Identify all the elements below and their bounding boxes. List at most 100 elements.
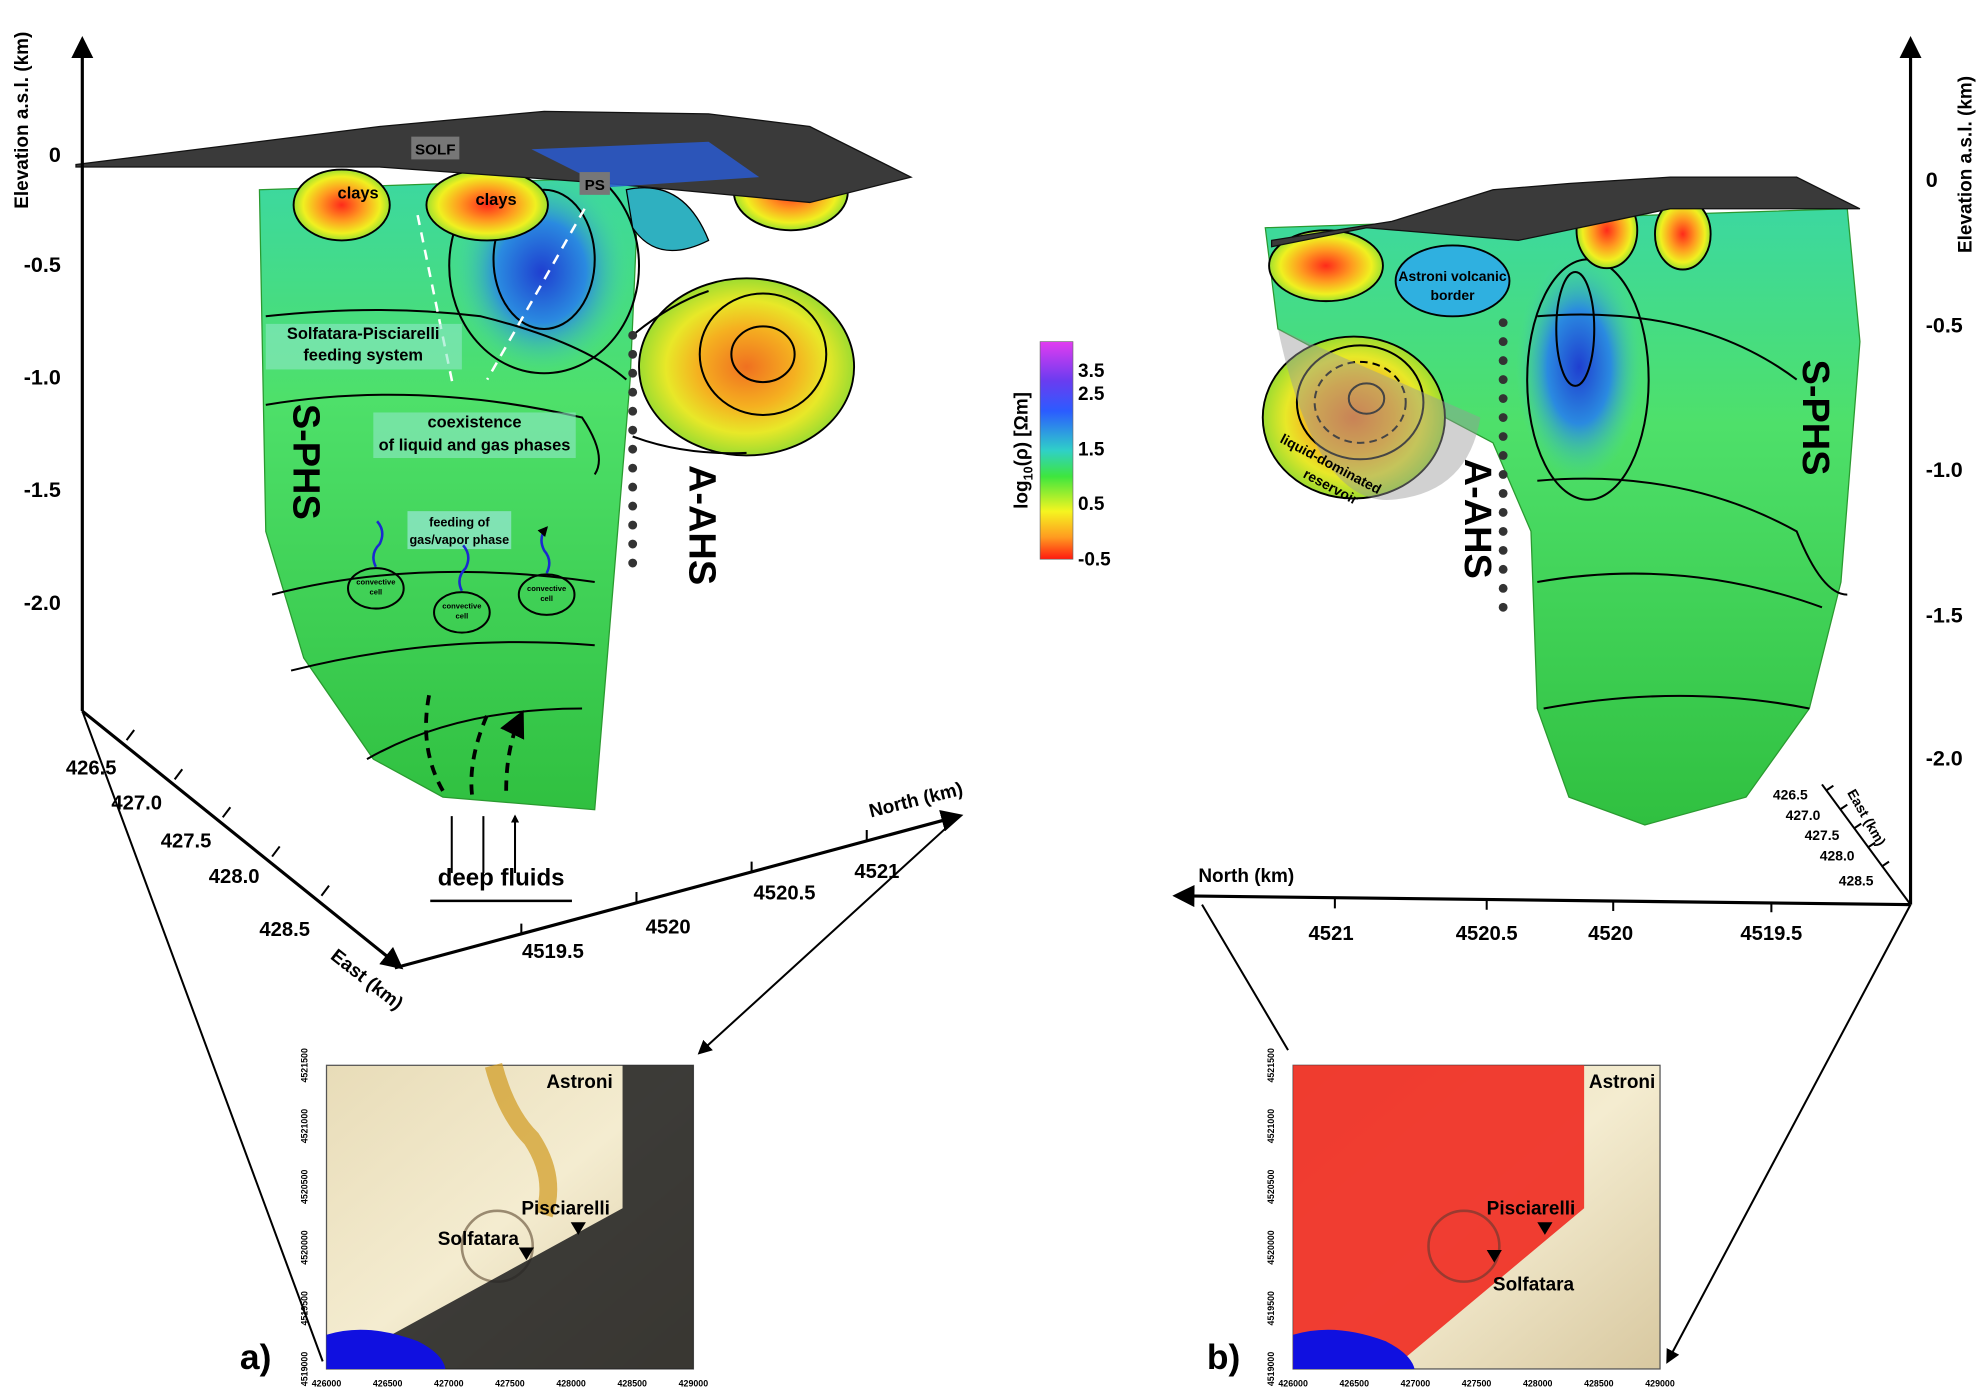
map-y-tick: 4519000 [1266, 1352, 1276, 1387]
east-tick-label: 427.5 [161, 831, 212, 853]
north-tick-label: 4520.5 [1456, 923, 1518, 945]
east-tick-label: 428.0 [209, 866, 260, 888]
a-ahs-label: A-AHS [681, 465, 723, 585]
north-tick-label: 4520 [1588, 923, 1633, 945]
y-tick-label: -0.5 [24, 253, 61, 277]
y-axis-title: Elevation a.s.l. (km) [12, 32, 33, 209]
y-tick-label: -1.0 [1926, 458, 1963, 482]
y-tick-label: -1.0 [24, 366, 61, 390]
y-axis-title: Elevation a.s.l. (km) [1955, 76, 1976, 253]
map-y-tick: 4521000 [300, 1109, 310, 1144]
s-phs-label: S-PHS [1794, 360, 1836, 476]
panel-b-map [1292, 1064, 1661, 1370]
clays-label: clays [475, 191, 516, 209]
east-tick-label: 427.5 [1805, 827, 1840, 843]
map-label: Astroni [546, 1072, 612, 1093]
panel-label: b) [1207, 1337, 1240, 1377]
map-x-tick: 428500 [1584, 1379, 1614, 1389]
convective-cell-label: convective [527, 584, 566, 593]
east-tick-label: 428.0 [1820, 847, 1855, 863]
feeding-gas-label: gas/vapor phase [409, 533, 509, 547]
y-tick-label: -0.5 [1926, 314, 1963, 338]
panel-a-model [75, 110, 913, 903]
map-label: Astroni [1589, 1072, 1655, 1093]
a-ahs-label: A-AHS [1456, 459, 1498, 579]
north-tick-label: 4519.5 [1740, 923, 1802, 945]
map-x-tick: 427000 [434, 1379, 464, 1389]
panel-a-axes [71, 36, 964, 1362]
coexistence-label: coexistence [427, 414, 521, 432]
colorbar-tick: -0.5 [1078, 550, 1111, 571]
convective-cell-label: cell [540, 594, 553, 603]
map-y-tick: 4520000 [300, 1230, 310, 1265]
map-y-tick: 4520000 [1266, 1230, 1276, 1265]
map-x-tick: 428000 [1523, 1379, 1553, 1389]
north-tick-label: 4520.5 [754, 883, 816, 905]
map-label: Pisciarelli [1487, 1199, 1576, 1220]
vent-label: PS [585, 177, 605, 194]
map-x-tick: 426500 [1340, 1379, 1370, 1389]
coexistence-label: of liquid and gas phases [379, 436, 571, 454]
east-tick-label: 426.5 [66, 757, 117, 779]
colorbar-title: log10(ρ) [Ωm] [1011, 392, 1035, 509]
astroni-border-label: Astroni volcanic [1398, 268, 1506, 284]
deep-fluids-label: deep fluids [438, 865, 565, 892]
map-label: Pisciarelli [521, 1199, 610, 1220]
map-x-tick: 426000 [312, 1379, 342, 1389]
convective-cell-label: cell [370, 588, 383, 597]
map-y-tick: 4519000 [300, 1352, 310, 1387]
map-label: Solfatara [438, 1229, 520, 1250]
north-tick-label: 4520 [646, 917, 691, 939]
north-tick-label: 4521 [1309, 923, 1354, 945]
y-tick-label: 0 [49, 143, 61, 167]
y-tick-label: -1.5 [24, 478, 61, 502]
north-tick-label: 4521 [854, 861, 899, 883]
y-tick-label: 0 [1926, 168, 1938, 192]
map-y-tick: 4520500 [300, 1169, 310, 1204]
map-x-tick: 427000 [1401, 1379, 1431, 1389]
feeding-system-label: Solfatara-Pisciarelli [287, 325, 440, 343]
map-x-tick: 426500 [373, 1379, 403, 1389]
panel-label: a) [240, 1337, 271, 1377]
map-y-tick: 4520500 [1266, 1169, 1276, 1204]
convective-cell-label: cell [456, 612, 469, 621]
map-x-tick: 427500 [495, 1379, 525, 1389]
map-x-tick: 429000 [679, 1379, 709, 1389]
east-tick-label: 426.5 [1773, 787, 1808, 803]
map-x-tick: 429000 [1645, 1379, 1675, 1389]
east-tick-label: 428.5 [259, 919, 310, 941]
colorbar-tick: 2.5 [1078, 384, 1105, 405]
feeding-system-label: feeding system [303, 347, 423, 365]
map-y-tick: 4521000 [1266, 1109, 1276, 1144]
colorbar-tick: 0.5 [1078, 494, 1105, 515]
map-x-tick: 428500 [617, 1379, 647, 1389]
map-y-tick: 4521500 [1266, 1048, 1276, 1083]
east-tick-label: 428.5 [1839, 873, 1874, 889]
east-tick-label: 427.0 [1786, 807, 1821, 823]
feeding-gas-label: feeding of [429, 515, 490, 529]
east-tick-label: 427.0 [111, 793, 162, 815]
north-axis-title: North (km) [1198, 866, 1294, 887]
colorbar-tick: 1.5 [1078, 439, 1105, 460]
colorbar: log10(ρ) [Ωm] [1011, 341, 1074, 560]
map-y-tick: 4519500 [1266, 1291, 1276, 1326]
east-axis-title: East (km) [1844, 786, 1889, 848]
y-tick-label: -1.5 [1926, 603, 1963, 627]
map-x-tick: 428000 [556, 1379, 586, 1389]
y-tick-label: -2.0 [1926, 746, 1963, 770]
panel-b-axes [1172, 36, 1922, 1361]
map-label: Solfatara [1493, 1275, 1575, 1296]
map-x-tick: 427500 [1462, 1379, 1492, 1389]
astroni-border-label: border [1431, 287, 1476, 303]
north-axis-title: North (km) [867, 779, 965, 823]
panel-b-model [1261, 176, 1861, 826]
convective-cell-label: convective [442, 602, 481, 611]
s-phs-label: S-PHS [285, 404, 327, 520]
colorbar-tick: 3.5 [1078, 361, 1105, 382]
east-axis-title: East (km) [326, 945, 406, 1014]
convective-cell-label: convective [356, 578, 395, 587]
north-tick-label: 4519.5 [522, 941, 584, 963]
panel-a-map [325, 1062, 695, 1370]
